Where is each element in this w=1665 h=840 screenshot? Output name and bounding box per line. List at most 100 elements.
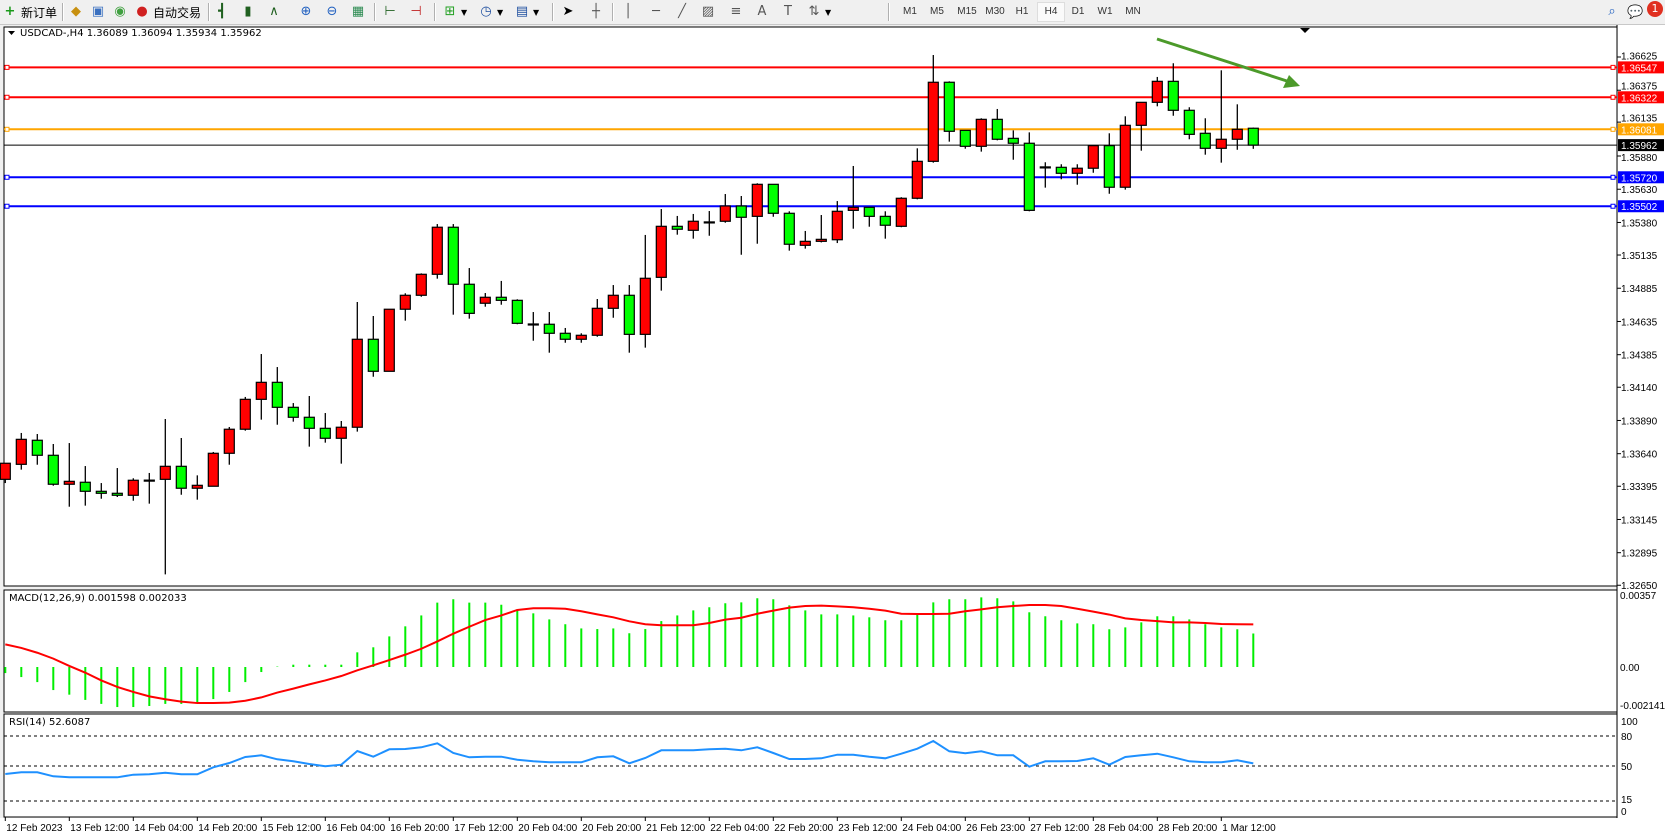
line-handle[interactable]	[4, 174, 10, 180]
horizontal-line-button[interactable]: ─	[648, 2, 667, 22]
candle[interactable]	[255, 381, 267, 400]
candle[interactable]	[735, 205, 747, 218]
main-chart-panel[interactable]	[3, 26, 1618, 587]
cursor-button[interactable]: ➤	[560, 2, 579, 22]
candle[interactable]	[447, 226, 459, 285]
candle[interactable]	[1135, 101, 1147, 126]
auto-trading-button[interactable]: ● 自动交易	[134, 2, 201, 22]
candle[interactable]	[543, 323, 555, 334]
candle[interactable]	[831, 210, 843, 241]
candle[interactable]	[95, 490, 107, 494]
candle[interactable]	[767, 183, 779, 214]
candle[interactable]	[1215, 138, 1227, 149]
candle[interactable]	[975, 118, 987, 147]
candle[interactable]	[719, 205, 731, 222]
timeframe-h1[interactable]: H1	[1015, 6, 1029, 17]
candle[interactable]	[671, 225, 683, 230]
candle[interactable]	[479, 296, 491, 304]
candle[interactable]	[47, 454, 59, 485]
candle[interactable]	[239, 398, 251, 430]
crosshair-button[interactable]: ┼	[588, 2, 607, 22]
candle[interactable]	[783, 212, 795, 245]
collapse-triangle-icon[interactable]	[8, 31, 15, 35]
candle[interactable]	[207, 452, 219, 487]
candle[interactable]	[1119, 124, 1131, 188]
line-handle[interactable]	[1610, 203, 1616, 209]
candle[interactable]	[943, 81, 955, 132]
search-button[interactable]: ⌕	[1604, 2, 1623, 22]
macd-panel[interactable]	[3, 589, 1618, 713]
timeframe-m1[interactable]: M1	[903, 6, 917, 17]
market-watch-button[interactable]: ◆	[68, 2, 87, 22]
candle[interactable]	[1007, 137, 1019, 144]
candle[interactable]	[751, 183, 763, 217]
line-handle[interactable]	[1610, 126, 1616, 132]
candle[interactable]	[127, 479, 139, 496]
line-handle[interactable]	[1610, 174, 1616, 180]
timeframe-m15[interactable]: M15	[957, 6, 977, 17]
text-button[interactable]: A	[754, 2, 773, 22]
candle[interactable]	[399, 294, 411, 310]
candle[interactable]	[319, 427, 331, 439]
candle[interactable]	[911, 160, 923, 199]
candle[interactable]	[303, 416, 315, 429]
candle[interactable]	[847, 206, 859, 211]
line-chart-button[interactable]: ∧	[266, 2, 285, 22]
notifications-icon[interactable]: 💬	[1627, 5, 1644, 20]
candle[interactable]	[1071, 167, 1083, 174]
candle[interactable]	[15, 438, 27, 465]
candle[interactable]	[495, 296, 507, 301]
line-handle[interactable]	[1610, 94, 1616, 100]
candle[interactable]	[575, 334, 587, 340]
tile-windows-button[interactable]: ▦	[350, 2, 369, 22]
candle[interactable]	[143, 479, 155, 482]
candle[interactable]	[1023, 142, 1035, 211]
fibonacci-button[interactable]: ≡	[728, 2, 747, 22]
text-label-button[interactable]: T	[780, 2, 799, 22]
candle[interactable]	[31, 439, 43, 456]
candle[interactable]	[607, 294, 619, 309]
candle[interactable]	[415, 273, 427, 296]
candle[interactable]	[287, 406, 299, 418]
arrows-button[interactable]: ⇅ ▼	[806, 2, 832, 22]
timeframe-m30[interactable]: M30	[985, 6, 1005, 17]
candle[interactable]	[1167, 80, 1179, 111]
candle[interactable]	[463, 283, 475, 314]
candle[interactable]	[895, 197, 907, 227]
candle[interactable]	[63, 480, 75, 485]
candle[interactable]	[1055, 166, 1067, 174]
candle[interactable]	[511, 299, 523, 324]
new-chart-button[interactable]: ⊞ ▼	[442, 2, 468, 22]
vertical-line-button[interactable]: │	[620, 2, 639, 22]
candle[interactable]	[191, 484, 203, 489]
candle[interactable]	[1199, 132, 1211, 149]
candle[interactable]	[559, 332, 571, 340]
candle[interactable]	[271, 381, 283, 408]
candle[interactable]	[591, 307, 603, 336]
line-handle[interactable]	[4, 64, 10, 70]
candle[interactable]	[927, 81, 939, 162]
line-handle[interactable]	[4, 94, 10, 100]
candle[interactable]	[879, 215, 891, 226]
candle[interactable]	[351, 338, 363, 428]
candle[interactable]	[1247, 127, 1259, 146]
chart-shift-button[interactable]: ⊢	[382, 2, 401, 22]
templates-button[interactable]: ▤ ▼	[515, 4, 540, 19]
candle[interactable]	[639, 277, 651, 335]
timeframe-h4[interactable]: H4	[1037, 2, 1065, 22]
candle[interactable]	[527, 323, 539, 326]
zoom-out-button[interactable]: ⊖	[324, 2, 343, 22]
auto-scroll-button[interactable]: ⊣	[408, 2, 427, 22]
candle[interactable]	[431, 226, 443, 275]
equidistant-channel-button[interactable]: ▨	[700, 2, 719, 22]
candle[interactable]	[1103, 145, 1115, 188]
candle[interactable]	[79, 481, 91, 492]
trendline-button[interactable]: ╱	[674, 2, 693, 22]
candlestick-button[interactable]: ▮	[240, 2, 259, 22]
timeframe-m5[interactable]: M5	[930, 6, 944, 17]
candle[interactable]	[959, 129, 971, 147]
bar-chart-button[interactable]: ┫	[214, 2, 233, 22]
notification-badge[interactable]: 1	[1647, 1, 1663, 17]
candle[interactable]	[111, 492, 123, 496]
zoom-in-button[interactable]: ⊕	[298, 2, 317, 22]
